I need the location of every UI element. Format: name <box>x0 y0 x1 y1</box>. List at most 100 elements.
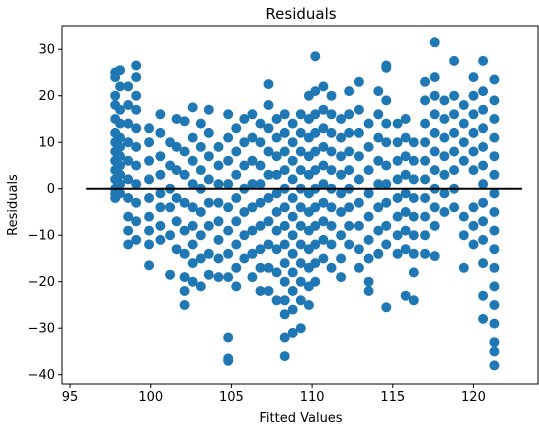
data-point <box>363 118 374 129</box>
data-point <box>489 300 500 310</box>
data-point <box>203 220 214 231</box>
data-point <box>213 179 224 190</box>
data-point <box>478 290 489 301</box>
data-point <box>439 132 450 143</box>
data-point <box>392 248 403 259</box>
data-point <box>373 225 384 236</box>
data-point <box>420 211 431 222</box>
y-tick-label: −20 <box>28 275 55 290</box>
data-point <box>247 225 258 236</box>
data-point <box>223 355 234 366</box>
data-point <box>271 207 282 217</box>
data-point <box>271 132 282 143</box>
data-point <box>155 151 166 162</box>
data-point <box>458 118 469 129</box>
data-point <box>131 197 142 208</box>
data-point <box>279 109 290 120</box>
data-point <box>353 262 364 273</box>
data-point <box>449 109 460 120</box>
data-point <box>115 104 126 115</box>
data-point <box>381 118 392 129</box>
data-point <box>363 234 374 245</box>
data-point <box>478 141 489 152</box>
x-tick-label: 120 <box>461 390 486 405</box>
data-point <box>131 72 142 83</box>
data-point <box>195 281 206 292</box>
data-point <box>255 244 266 255</box>
data-point <box>179 300 190 310</box>
data-point <box>363 276 374 287</box>
data-point <box>187 276 198 287</box>
data-point <box>247 109 258 120</box>
data-point <box>468 109 479 120</box>
data-point <box>336 230 347 241</box>
data-point <box>171 216 182 227</box>
data-point <box>408 295 419 306</box>
data-point <box>326 202 337 213</box>
data-point <box>187 202 198 213</box>
data-point <box>223 332 234 343</box>
data-point <box>115 132 126 143</box>
data-point <box>239 114 250 124</box>
data-point <box>489 262 500 273</box>
data-point <box>287 137 298 148</box>
data-point <box>271 151 282 162</box>
data-point <box>318 123 329 134</box>
data-point <box>231 262 242 273</box>
data-point <box>336 253 347 264</box>
data-point <box>295 276 306 287</box>
data-point <box>408 174 419 185</box>
data-point <box>144 193 155 203</box>
data-point <box>420 155 431 166</box>
data-point <box>123 137 134 148</box>
data-point <box>131 160 142 171</box>
data-point <box>478 216 489 227</box>
data-point <box>373 248 384 259</box>
data-point <box>231 123 242 134</box>
data-point <box>155 169 166 180</box>
data-point <box>295 146 306 157</box>
data-point <box>155 188 166 199</box>
data-point <box>363 253 374 264</box>
data-point <box>400 188 411 199</box>
data-point <box>489 169 500 180</box>
data-point <box>247 248 258 259</box>
data-point <box>318 81 329 92</box>
data-point <box>287 193 298 203</box>
data-point <box>279 202 290 213</box>
data-point <box>318 160 329 171</box>
data-point <box>187 179 198 190</box>
data-point <box>429 72 440 83</box>
data-point <box>478 55 489 66</box>
data-point <box>271 169 282 180</box>
data-point <box>318 216 329 227</box>
data-point <box>187 132 198 143</box>
data-point <box>287 211 298 222</box>
data-point <box>255 137 266 148</box>
data-point <box>363 188 374 199</box>
data-point <box>115 160 126 171</box>
data-point <box>165 230 176 241</box>
data-point <box>429 127 440 138</box>
data-point <box>123 118 134 129</box>
data-point <box>247 132 258 143</box>
data-point <box>439 151 450 162</box>
data-point <box>363 211 374 222</box>
data-point <box>318 141 329 152</box>
y-axis-ticks: 30 20 10 0 −10 −20 −30 −40 <box>28 43 62 383</box>
data-point <box>310 146 321 157</box>
data-point <box>187 239 198 250</box>
data-point <box>489 225 500 236</box>
data-point <box>165 269 176 280</box>
data-point <box>326 165 337 176</box>
data-point <box>223 272 234 283</box>
data-point <box>123 239 134 250</box>
data-point <box>263 146 274 157</box>
data-point <box>179 286 190 296</box>
data-point <box>155 202 166 213</box>
data-point <box>123 225 134 236</box>
data-point <box>489 318 500 329</box>
y-tick-label: 0 <box>47 182 55 197</box>
data-point <box>318 253 329 264</box>
